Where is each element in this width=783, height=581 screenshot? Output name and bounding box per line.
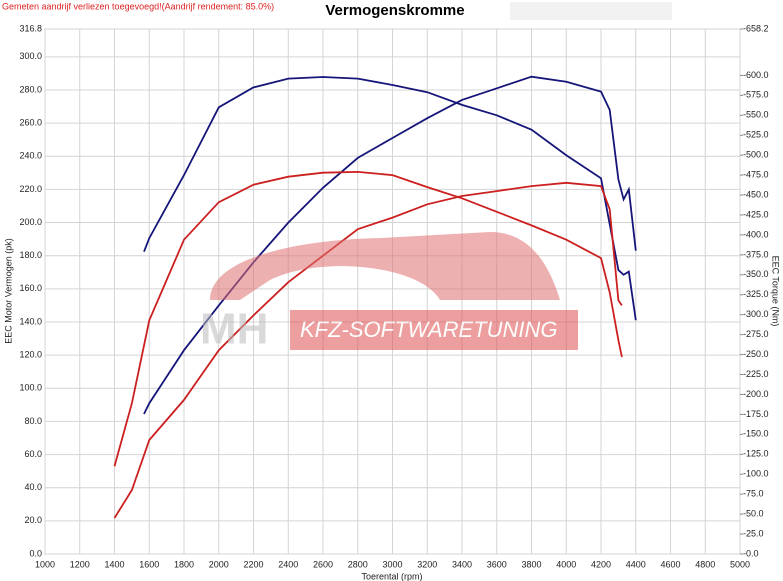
y2-tick-label: -50.0 bbox=[743, 508, 764, 518]
x-tick-label: 2000 bbox=[209, 559, 229, 569]
y2-tick-label: -350.0 bbox=[743, 269, 769, 279]
x-tick-label: 1200 bbox=[70, 559, 90, 569]
note: Gemeten aandrijf verliezen toegevoegd!(A… bbox=[2, 1, 274, 11]
y-tick-label: 40.0 bbox=[24, 482, 42, 492]
y2-tick-label: -658.2 bbox=[743, 23, 769, 33]
y2-tick-label: -500.0 bbox=[743, 150, 769, 160]
watermark-band bbox=[290, 310, 578, 350]
x-tick-label: 4800 bbox=[695, 559, 715, 569]
y2-tick-label: -300.0 bbox=[743, 309, 769, 319]
y2-tick-label: -375.0 bbox=[743, 249, 769, 259]
x-tick-label: 4400 bbox=[626, 559, 646, 569]
x-tick-label: 2600 bbox=[313, 559, 333, 569]
y-tick-label: 180.0 bbox=[19, 250, 42, 260]
x-tick-label: 4200 bbox=[591, 559, 611, 569]
x-tick-label: 4600 bbox=[660, 559, 680, 569]
x-tick-label: 3600 bbox=[487, 559, 507, 569]
y-tick-label: 200.0 bbox=[19, 217, 42, 227]
x-tick-label: 1800 bbox=[174, 559, 194, 569]
y2-tick-label: -125.0 bbox=[743, 449, 769, 459]
watermark-logo: MH bbox=[200, 305, 268, 354]
y-tick-label: 80.0 bbox=[24, 416, 42, 426]
y2-tick-label: -200.0 bbox=[743, 389, 769, 399]
x-tick-label: 1000 bbox=[35, 559, 55, 569]
series-line bbox=[113, 170, 623, 467]
x-tick-label: 2400 bbox=[278, 559, 298, 569]
x-tick-label: 2800 bbox=[348, 559, 368, 569]
y2-tick-label: -75.0 bbox=[743, 489, 764, 499]
chart-title: Vermogenskromme bbox=[325, 2, 464, 19]
y2-tick-label: -225.0 bbox=[743, 369, 769, 379]
y-tick-label: 100.0 bbox=[19, 383, 42, 393]
y-tick-label: 316.8 bbox=[19, 23, 42, 33]
x-tick-label: 2200 bbox=[243, 559, 263, 569]
y2-tick-label: -100.0 bbox=[743, 469, 769, 479]
plot: 1000 1200 1400 1600 1800 2000 2200 2400 2600 2800… bbox=[19, 23, 768, 569]
y-tick-label: 240.0 bbox=[19, 151, 42, 161]
y2-tick-label: -275.0 bbox=[743, 329, 769, 339]
y-tick-label: 160.0 bbox=[19, 283, 42, 293]
y-tick-label: 20.0 bbox=[24, 515, 42, 525]
y2-tick-label: -425.0 bbox=[743, 209, 769, 219]
y2-tick-label: -250.0 bbox=[743, 349, 769, 359]
y2-tick-label: -400.0 bbox=[743, 229, 769, 239]
series-line bbox=[113, 181, 623, 519]
x-tick-label: 4000 bbox=[556, 559, 576, 569]
y2-axis-title: EEC Torque (Nm) bbox=[771, 256, 781, 327]
y-tick-label: 220.0 bbox=[19, 184, 42, 194]
watermark-car bbox=[210, 232, 560, 300]
y-tick-label: 300.0 bbox=[19, 51, 42, 61]
x-tick-label: 3000 bbox=[382, 559, 402, 569]
y-tick-label: 260.0 bbox=[19, 118, 42, 128]
y2-tick-label: -175.0 bbox=[743, 409, 769, 419]
y-tick-label: 140.0 bbox=[19, 316, 42, 326]
y2-tick-label: -0.0 bbox=[743, 548, 759, 558]
x-tick-label: 3800 bbox=[521, 559, 541, 569]
header-box bbox=[510, 2, 672, 20]
watermark: MH KFZ-SOFTWARETUNING bbox=[200, 232, 578, 354]
x-tick-label: 1600 bbox=[139, 559, 159, 569]
y2-tick-label: -150.0 bbox=[743, 429, 769, 439]
y2-tick-label: -600.0 bbox=[743, 70, 769, 80]
y2-tick-label: -475.0 bbox=[743, 170, 769, 180]
x-tick-label: 1400 bbox=[104, 559, 124, 569]
y-axis-title: EEC Motor Vermogen (pk) bbox=[3, 238, 13, 344]
x-axis-title: Toerental (rpm) bbox=[361, 571, 422, 581]
y-tick-label: 60.0 bbox=[24, 449, 42, 459]
y-tick-label: 120.0 bbox=[19, 350, 42, 360]
y2-tick-label: -450.0 bbox=[743, 189, 769, 199]
y2-tick-label: -325.0 bbox=[743, 289, 769, 299]
y-tick-label: 0.0 bbox=[29, 548, 42, 558]
x-tick-label: 5000 bbox=[730, 559, 750, 569]
x-tick-label: 3400 bbox=[452, 559, 472, 569]
y2-tick-label: -525.0 bbox=[743, 130, 769, 140]
series-line bbox=[143, 76, 637, 321]
y-tick-label: 280.0 bbox=[19, 84, 42, 94]
y2-tick-label: -575.0 bbox=[743, 90, 769, 100]
watermark-brand: KFZ-SOFTWARETUNING bbox=[300, 317, 557, 342]
y2-tick-label: -550.0 bbox=[743, 110, 769, 120]
x-tick-label: 3200 bbox=[417, 559, 437, 569]
y2-tick-label: -25.0 bbox=[743, 528, 764, 538]
